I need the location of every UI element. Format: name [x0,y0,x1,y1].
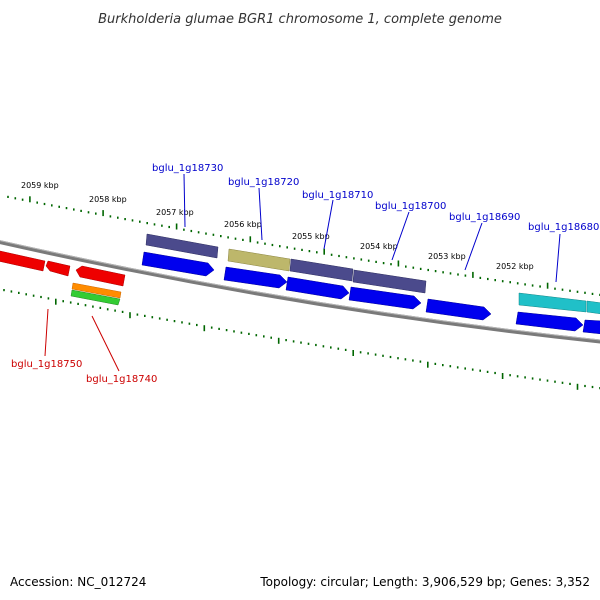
gene-label-reverse[interactable]: bglu_1g18740 [86,374,157,385]
gene-label-forward[interactable]: bglu_1g18680 [528,222,599,233]
outer-tick-ring [7,195,600,296]
accession-text: Accession: NC_012724 [10,575,146,589]
genome-summary-text: Topology: circular; Length: 3,906,529 bp… [259,575,590,589]
inner-tick-ring [3,289,600,390]
gene-label-forward[interactable]: bglu_1g18730 [152,163,223,174]
gene-feature-reverse[interactable] [45,260,71,277]
gene-feature-green[interactable] [70,289,121,306]
gene-feature-forward[interactable] [515,311,584,332]
gene-feature-reverse[interactable] [0,250,46,272]
gene-feature-forward[interactable] [223,266,288,289]
gene-label-forward[interactable]: bglu_1g18720 [228,177,299,188]
gene-feature-forward[interactable] [348,286,422,310]
gene-feature-forward[interactable] [582,319,600,335]
gene-feature-forward[interactable] [141,251,215,277]
gene-feature-forward[interactable] [285,276,350,300]
gene-feature-purple[interactable] [352,269,427,294]
tick-label: 2059 kbp [21,181,59,190]
genome-backbone [0,240,600,344]
gene-feature-reverse[interactable] [75,265,126,287]
gene-features [0,233,600,335]
label-leaders [44,173,561,372]
gene-feature-olive[interactable] [227,248,291,272]
gene-labels: bglu_1g18730 bglu_1g18720 bglu_1g18710 b… [11,163,599,385]
gene-label-forward[interactable]: bglu_1g18700 [375,201,446,212]
tick-label: 2054 kbp [360,242,398,251]
gene-label-forward[interactable]: bglu_1g18710 [302,190,373,201]
tick-label: 2055 kbp [292,232,330,241]
tick-label: 2052 kbp [496,262,534,271]
tick-label: 2057 kbp [156,208,194,217]
tick-labels: 2059 kbp 2058 kbp 2057 kbp 2056 kbp 2055… [21,181,534,271]
gene-feature-purple[interactable] [145,233,219,259]
gene-feature-purple[interactable] [289,258,354,282]
gene-feature-forward[interactable] [425,298,492,321]
tick-label: 2056 kbp [224,220,262,229]
gene-label-reverse[interactable]: bglu_1g18750 [11,359,82,370]
map-title: Burkholderia glumae BGR1 chromosome 1, c… [98,12,502,27]
gene-label-forward[interactable]: bglu_1g18690 [449,212,520,223]
tick-label: 2053 kbp [428,252,466,261]
genome-backbone-highlight [0,240,600,341]
gene-feature-cyan[interactable] [518,292,587,313]
tick-label: 2058 kbp [89,195,127,204]
gene-feature-orange[interactable] [71,282,122,299]
gene-feature-cyan[interactable] [586,300,600,314]
